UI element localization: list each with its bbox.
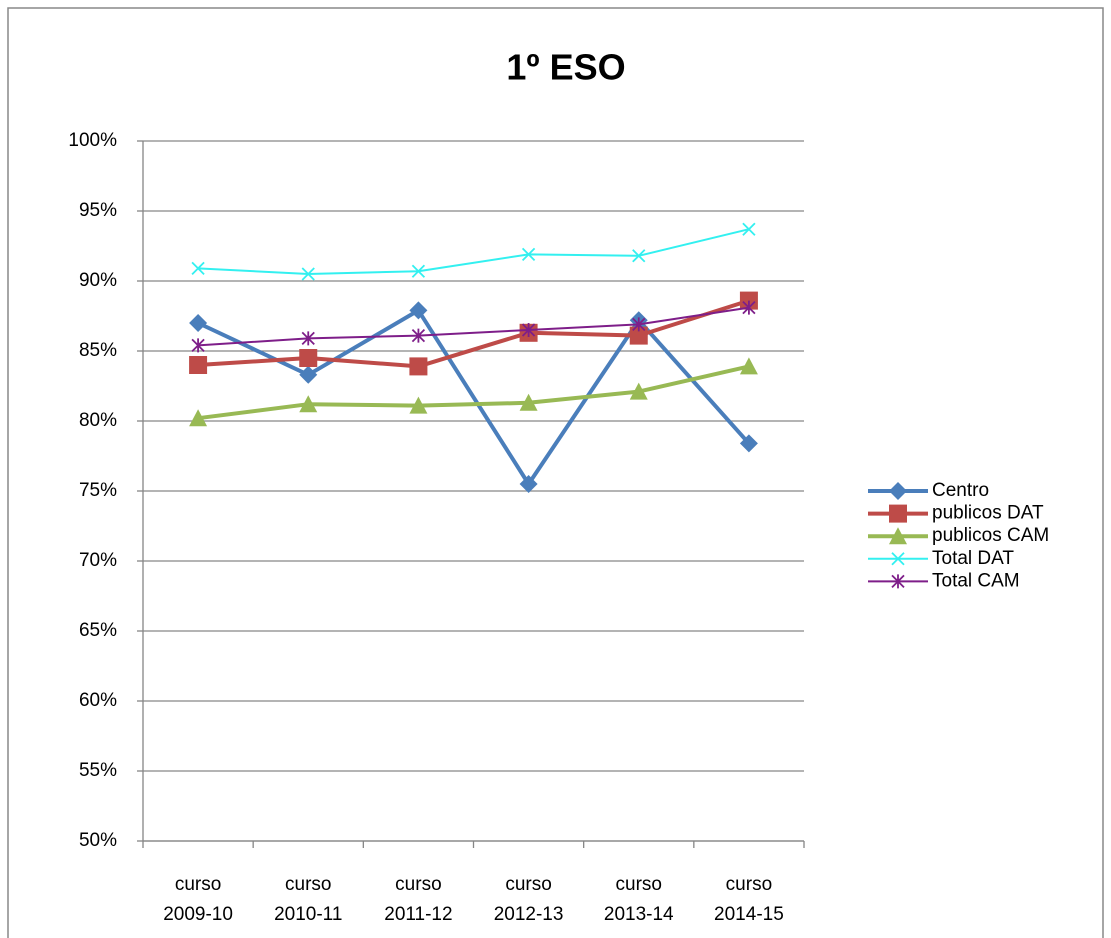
marker [889,527,907,545]
series-line [197,308,751,486]
marker [189,409,208,427]
marker [739,357,758,375]
x-tick-label: curso 2010-11 [274,874,342,925]
marker [409,357,428,376]
marker [299,395,318,413]
x-tick-label: curso 2014-15 [714,874,784,925]
marker [889,482,907,500]
marker [739,434,758,453]
y-tick-label: 50% [79,830,117,851]
chart-border [7,7,1104,938]
marker [191,338,205,353]
marker [191,261,205,276]
marker [742,300,756,315]
y-tick-label: 65% [79,620,117,641]
series-line [197,364,750,421]
marker [519,393,538,411]
y-tick-label: 55% [79,760,117,781]
x-tick-label: curso 2009-10 [163,874,233,925]
y-tick-label: 90% [79,270,117,291]
marker [189,356,208,374]
series-line [198,228,750,275]
y-tick-label: 85% [79,340,117,361]
x-tick-label: curso 2012-13 [494,874,564,925]
y-tick-label: 95% [79,200,117,221]
marker [409,396,428,414]
y-tick-label: 100% [68,130,117,151]
marker [891,552,905,566]
series-line [197,298,750,369]
chart-title: 1º ESO [506,47,625,88]
marker [409,301,428,320]
marker [521,323,536,337]
legend-label: Centro [932,480,989,501]
marker [629,382,648,400]
legend-label: publicos CAM [932,525,1049,546]
marker [301,267,315,281]
marker [632,317,646,332]
marker [742,222,756,236]
marker [299,349,318,367]
marker [189,314,208,332]
marker [301,331,315,346]
legend-label: publicos DAT [932,503,1044,524]
marker [891,574,905,589]
x-tick-label: curso 2013-14 [604,874,674,925]
y-tick-label: 70% [79,550,117,571]
marker [889,504,907,523]
marker [519,475,538,493]
legend-label: Total DAT [932,548,1014,569]
x-tick-label: curso 2011-12 [384,874,452,925]
marker [632,249,646,263]
marker [299,365,318,384]
y-tick-label: 60% [79,690,117,711]
marker [411,328,426,343]
y-tick-label: 80% [79,410,117,431]
marker [629,326,648,345]
y-tick-label: 75% [79,480,117,501]
legend-label: Total CAM [932,570,1020,591]
marker [411,264,426,278]
series-line [198,306,750,347]
marker [521,247,536,262]
